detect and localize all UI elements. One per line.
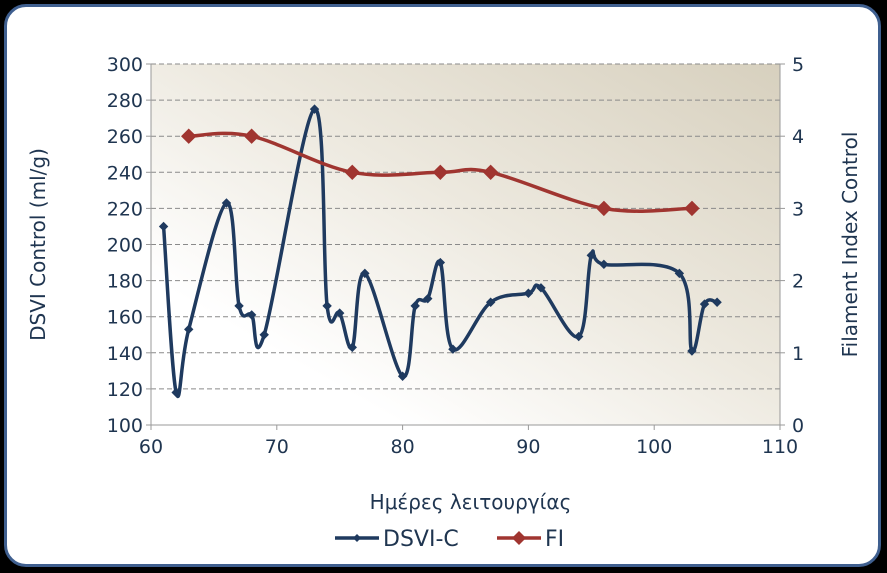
x-tick-label: 100 bbox=[636, 436, 672, 458]
x-tick-label: 110 bbox=[762, 436, 798, 458]
data-point-dsvi-c bbox=[259, 330, 269, 340]
data-point-dsvi-c bbox=[184, 324, 194, 335]
y2-tick-label: 4 bbox=[792, 126, 804, 148]
y2-axis-title: Filament Index Control bbox=[838, 132, 862, 358]
x-tick-label: 90 bbox=[516, 436, 540, 458]
data-point-dsvi-c bbox=[234, 301, 244, 311]
y-tick-label: 260 bbox=[107, 126, 143, 148]
data-point-dsvi-c bbox=[448, 344, 458, 354]
data-point-dsvi-c bbox=[423, 293, 433, 304]
data-point-dsvi-c bbox=[309, 104, 320, 114]
data-point-dsvi-c bbox=[360, 268, 370, 279]
data-point-dsvi-c bbox=[485, 297, 496, 307]
series-line-dsvi-c bbox=[161, 107, 718, 399]
data-point-dsvi-c bbox=[674, 268, 685, 279]
chart-frame: 100 120 140 160 180 200 220 240 260 280 300 0 1 2 3 4 5 6… bbox=[4, 4, 881, 567]
data-point-dsvi-c bbox=[397, 371, 408, 381]
series-layer bbox=[158, 104, 722, 399]
y-tick-label: 240 bbox=[107, 162, 143, 184]
legend-label-dsvi-c: DSVI-C bbox=[383, 527, 459, 552]
y-tick-label: 100 bbox=[107, 415, 143, 437]
y2-tick-label: 1 bbox=[792, 343, 804, 365]
x-axis-title: Ημέρες λειτουργίας bbox=[370, 490, 572, 514]
data-point-dsvi-c bbox=[536, 283, 546, 293]
data-point-dsvi-c bbox=[712, 297, 722, 307]
x-tick-label: 70 bbox=[265, 436, 289, 458]
chart-svg: 100 120 140 160 180 200 220 240 260 280 300 0 1 2 3 4 5 6… bbox=[26, 54, 862, 552]
data-point-dsvi-c bbox=[523, 288, 534, 298]
y-tick-label: 160 bbox=[107, 307, 143, 329]
data-point-dsvi-c bbox=[586, 250, 597, 261]
y2-tick-label: 2 bbox=[792, 271, 804, 293]
y2-tick-label: 5 bbox=[792, 54, 804, 76]
data-point-dsvi-c bbox=[687, 346, 697, 356]
data-point-dsvi-c bbox=[221, 198, 232, 208]
y-tick-label: 280 bbox=[107, 90, 143, 112]
data-point-dsvi-c bbox=[410, 301, 420, 311]
data-point-dsvi-c bbox=[158, 221, 169, 232]
y-tick-label: 180 bbox=[107, 271, 143, 293]
data-point-fi bbox=[344, 164, 360, 181]
y-tick-label: 300 bbox=[107, 54, 143, 76]
data-point-dsvi-c bbox=[322, 301, 332, 311]
data-point-dsvi-c bbox=[435, 257, 446, 268]
data-point-dsvi-c bbox=[246, 310, 257, 320]
data-point-dsvi-c bbox=[171, 387, 181, 398]
legend-marker-fi bbox=[512, 531, 526, 545]
data-point-dsvi-c bbox=[334, 308, 345, 318]
data-point-fi bbox=[482, 164, 499, 181]
data-point-fi bbox=[432, 164, 449, 181]
y-tick-label: 120 bbox=[107, 379, 143, 401]
legend-label-fi: FI bbox=[545, 527, 564, 552]
x-tick-label: 80 bbox=[391, 436, 415, 458]
x-tick-label: 60 bbox=[139, 436, 163, 458]
data-point-fi bbox=[596, 200, 612, 217]
data-point-fi bbox=[181, 128, 197, 144]
data-point-fi bbox=[684, 200, 700, 217]
data-point-fi bbox=[243, 128, 260, 144]
data-point-dsvi-c bbox=[699, 299, 710, 309]
axes-layer: 100 120 140 160 180 200 220 240 260 280 300 0 1 2 3 4 5 6… bbox=[107, 54, 804, 458]
legend: DSVI-C FI bbox=[335, 527, 564, 552]
y-tick-label: 220 bbox=[107, 198, 143, 220]
legend-marker-dsvi-c bbox=[353, 534, 361, 542]
data-point-dsvi-c bbox=[599, 259, 609, 270]
y2-tick-label: 3 bbox=[792, 198, 804, 220]
y-tick-label: 140 bbox=[107, 343, 143, 365]
y-axis-title: DSVI Control (ml/g) bbox=[26, 148, 50, 341]
data-point-dsvi-c bbox=[347, 342, 357, 353]
data-point-dsvi-c bbox=[574, 331, 584, 342]
y-tick-label: 200 bbox=[107, 235, 143, 257]
y2-tick-label: 0 bbox=[792, 415, 804, 437]
